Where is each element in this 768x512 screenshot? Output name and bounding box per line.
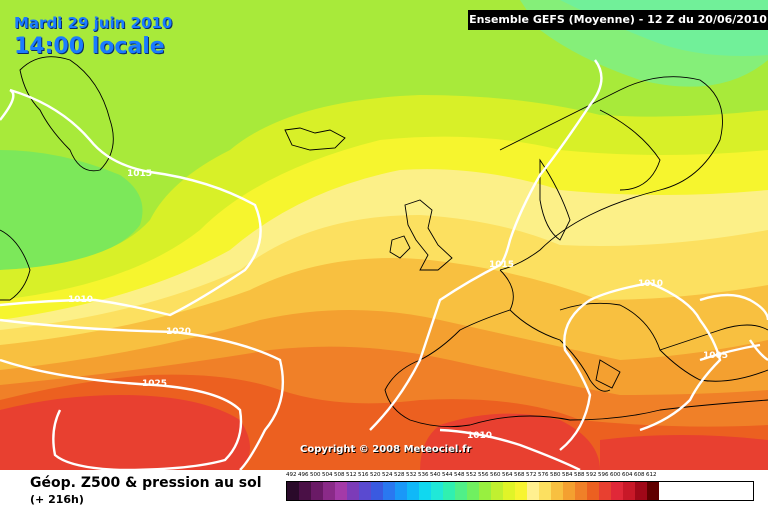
scale-label: 544 [442, 472, 453, 478]
scale-label: 608 [634, 472, 645, 478]
scale-label: 552 [466, 472, 477, 478]
isobar-label: 1015 [489, 260, 514, 270]
scale-swatch [491, 482, 503, 500]
copyright-text: Copyright © 2008 Meteociel.fr [300, 444, 472, 455]
scale-label: 584 [562, 472, 573, 478]
scale-label: 500 [310, 472, 321, 478]
z500-field: 1015 1010 1020 1025 1015 1010 1005 1010 [0, 0, 768, 470]
scale-swatch [299, 482, 311, 500]
scale-label: 600 [610, 472, 621, 478]
scale-swatch [647, 482, 659, 500]
scale-label: 516 [358, 472, 369, 478]
scale-swatch [635, 482, 647, 500]
scale-label: 524 [382, 472, 393, 478]
isobar-label: 1005 [703, 351, 728, 361]
scale-swatch [563, 482, 575, 500]
scale-label: 532 [406, 472, 417, 478]
scale-swatch [371, 482, 383, 500]
scale-swatch [611, 482, 623, 500]
scale-swatch [503, 482, 515, 500]
lead-time: (+ 216h) [30, 493, 84, 506]
scale-swatch [599, 482, 611, 500]
isobar-label: 1010 [467, 431, 492, 441]
scale-swatch [467, 482, 479, 500]
scale-label: 508 [334, 472, 345, 478]
scale-swatch [347, 482, 359, 500]
scale-label: 588 [574, 472, 585, 478]
isobar-label: 1010 [68, 295, 93, 305]
scale-label: 560 [490, 472, 501, 478]
scale-label: 568 [514, 472, 525, 478]
forecast-date: Mardi 29 juin 2010 [14, 14, 173, 32]
color-scale: 492 496 500 504 508 512 516 520 524 528 532 536 540 5… [286, 472, 754, 501]
scale-swatch [455, 482, 467, 500]
scale-label: 556 [478, 472, 489, 478]
scale-label: 592 [586, 472, 597, 478]
isobar-label: 1020 [166, 327, 191, 337]
scale-label: 604 [622, 472, 633, 478]
scale-swatch [311, 482, 323, 500]
model-run-label: Ensemble GEFS (Moyenne) - 12 Z du 20/06/… [468, 10, 768, 30]
scale-swatch [431, 482, 443, 500]
scale-label: 596 [598, 472, 609, 478]
scale-swatch [515, 482, 527, 500]
scale-swatch [527, 482, 539, 500]
scale-swatch [623, 482, 635, 500]
isobar-label: 1015 [127, 169, 152, 179]
scale-label: 612 [646, 472, 657, 478]
scale-swatch [443, 482, 455, 500]
scale-labels: 492 496 500 504 508 512 516 520 524 528 532 536 540 5… [286, 472, 754, 478]
scale-swatch [383, 482, 395, 500]
scale-label: 580 [550, 472, 561, 478]
scale-label: 520 [370, 472, 381, 478]
isobar-label: 1025 [142, 379, 167, 389]
scale-swatch [479, 482, 491, 500]
scale-label: 576 [538, 472, 549, 478]
scale-label: 540 [430, 472, 441, 478]
forecast-time: 14:00 locale [14, 34, 165, 59]
parameter-title: Géop. Z500 & pression au sol [30, 475, 262, 491]
scale-swatch [575, 482, 587, 500]
scale-swatch [419, 482, 431, 500]
isobar-label: 1010 [638, 279, 663, 289]
scale-label: 504 [322, 472, 333, 478]
scale-swatch [587, 482, 599, 500]
scale-label: 572 [526, 472, 537, 478]
scale-label: 536 [418, 472, 429, 478]
legend-bar: Géop. Z500 & pression au sol (+ 216h) 49… [0, 470, 768, 512]
scale-label: 548 [454, 472, 465, 478]
scale-swatch [359, 482, 371, 500]
scale-swatch [323, 482, 335, 500]
scale-swatches [286, 481, 754, 501]
weather-map: 1015 1010 1020 1025 1015 1010 1005 1010 … [0, 0, 768, 470]
scale-label: 528 [394, 472, 405, 478]
scale-swatch [407, 482, 419, 500]
scale-swatch [335, 482, 347, 500]
scale-label: 492 [286, 472, 297, 478]
scale-label: 564 [502, 472, 513, 478]
scale-label: 512 [346, 472, 357, 478]
scale-swatch [287, 482, 299, 500]
scale-swatch [551, 482, 563, 500]
scale-swatch [395, 482, 407, 500]
scale-swatch [539, 482, 551, 500]
scale-label: 496 [298, 472, 309, 478]
